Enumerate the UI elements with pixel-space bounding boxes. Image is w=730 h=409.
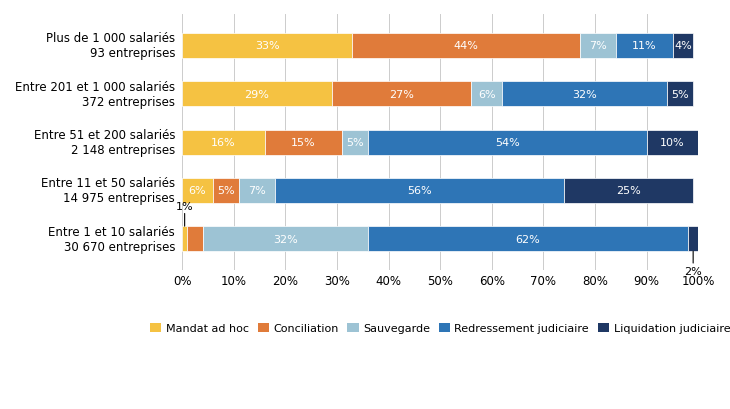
Bar	[368, 227, 688, 252]
Text: 56%: 56%	[407, 186, 432, 196]
Text: 10%: 10%	[660, 138, 685, 148]
Text: 27%: 27%	[389, 90, 414, 99]
Text: 16%: 16%	[211, 138, 236, 148]
Bar	[615, 34, 672, 59]
Bar	[368, 130, 647, 155]
Bar	[331, 82, 471, 107]
Bar	[203, 227, 368, 252]
Bar	[182, 178, 213, 204]
Bar	[265, 130, 342, 155]
Bar	[182, 227, 187, 252]
Text: 54%: 54%	[495, 138, 520, 148]
Bar	[239, 178, 275, 204]
Bar	[353, 34, 580, 59]
Legend: Mandat ad hoc, Conciliation, Sauvegarde, Redressement judiciaire, Liquidation ju: Mandat ad hoc, Conciliation, Sauvegarde,…	[147, 319, 730, 337]
Text: 7%: 7%	[248, 186, 266, 196]
Text: 5%: 5%	[217, 186, 235, 196]
Bar	[672, 34, 694, 59]
Bar	[564, 178, 693, 204]
Bar	[187, 227, 203, 252]
Text: 5%: 5%	[672, 90, 689, 99]
Text: 2%: 2%	[684, 252, 702, 276]
Text: 11%: 11%	[631, 41, 656, 51]
Bar	[667, 82, 694, 107]
Bar	[182, 82, 331, 107]
Text: 1%: 1%	[176, 201, 193, 227]
Bar	[275, 178, 564, 204]
Text: 62%: 62%	[515, 234, 540, 244]
Bar	[182, 34, 353, 59]
Bar	[471, 82, 502, 107]
Text: 4%: 4%	[674, 41, 692, 51]
Text: 32%: 32%	[273, 234, 298, 244]
Text: 33%: 33%	[255, 41, 280, 51]
Text: 6%: 6%	[189, 186, 207, 196]
Text: 32%: 32%	[572, 90, 597, 99]
Bar	[182, 130, 265, 155]
Text: 6%: 6%	[478, 90, 496, 99]
Text: 44%: 44%	[453, 41, 478, 51]
Text: 15%: 15%	[291, 138, 315, 148]
Text: 5%: 5%	[346, 138, 364, 148]
Text: 25%: 25%	[616, 186, 641, 196]
Bar	[502, 82, 667, 107]
Bar	[213, 178, 239, 204]
Bar	[342, 130, 368, 155]
Text: 7%: 7%	[589, 41, 607, 51]
Bar	[688, 227, 699, 252]
Bar	[647, 130, 699, 155]
Text: 29%: 29%	[245, 90, 269, 99]
Bar	[580, 34, 615, 59]
